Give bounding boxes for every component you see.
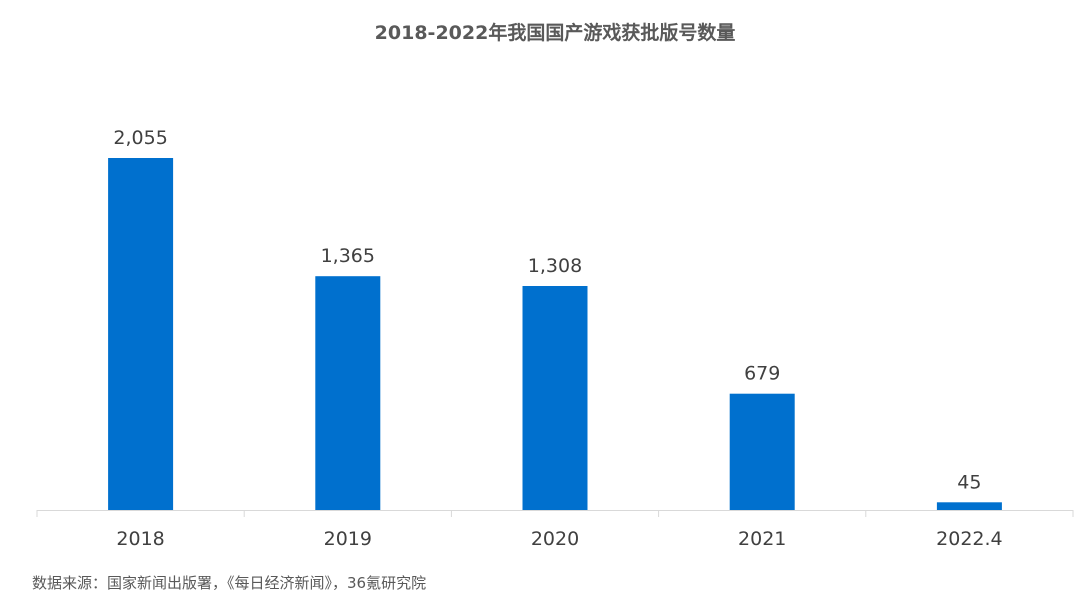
x-tick-label-2022.4: 2022.4 — [936, 528, 1002, 550]
bar-2020 — [522, 286, 588, 510]
x-tick-label-2019: 2019 — [324, 528, 372, 550]
bar-2022.4 — [936, 502, 1002, 510]
x-tick-label-2021: 2021 — [738, 528, 786, 550]
data-label-2021: 679 — [744, 363, 780, 385]
data-label-2018: 2,055 — [113, 127, 167, 149]
bar-2019 — [315, 276, 381, 510]
data-label-2020: 1,308 — [528, 255, 582, 277]
chart-title: 2018-2022年我国国产游戏获批版号数量 — [374, 22, 736, 44]
bar-2018 — [108, 158, 174, 510]
data-label-2019: 1,365 — [321, 245, 375, 267]
x-tick-label-2018: 2018 — [116, 528, 164, 550]
x-tick-label-2020: 2020 — [531, 528, 579, 550]
bar-2021 — [729, 393, 795, 510]
data-label-2022.4: 45 — [957, 471, 981, 493]
source-note: 数据来源：国家新闻出版署，《每日经济新闻》，36氪研究院 — [32, 574, 427, 592]
